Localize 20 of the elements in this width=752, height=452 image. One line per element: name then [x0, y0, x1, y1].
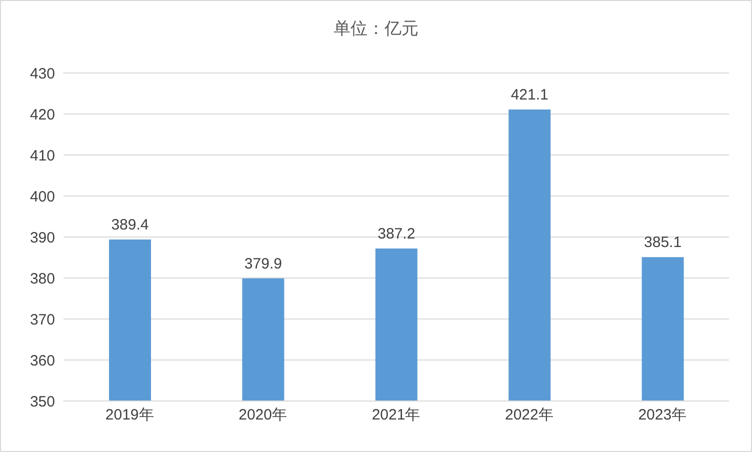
y-tick-label: 360	[30, 352, 55, 370]
y-tick-label: 410	[30, 147, 55, 164]
data-label: 389.4	[111, 216, 149, 234]
y-tick-label: 430	[30, 65, 55, 82]
data-label: 379.9	[244, 255, 282, 272]
chart-title: 单位：亿元	[332, 18, 420, 40]
x-tick-label: 2022年	[505, 406, 554, 424]
y-tick-label: 350	[30, 393, 55, 410]
data-label: 385.1	[644, 234, 682, 252]
y-tick-label: 400	[30, 188, 55, 206]
y-tick-label: 390	[30, 229, 55, 246]
y-tick-label: 370	[30, 311, 55, 328]
y-tick-label: 420	[30, 106, 55, 124]
x-tick-label: 2020年	[238, 406, 287, 424]
data-label: 421.1	[510, 86, 548, 104]
y-tick-label: 380	[30, 270, 55, 288]
x-tick-label: 2023年	[638, 406, 687, 424]
data-label: 387.2	[378, 225, 416, 242]
x-tick-label: 2019年	[105, 406, 154, 424]
x-tick-label: 2021年	[372, 406, 420, 424]
